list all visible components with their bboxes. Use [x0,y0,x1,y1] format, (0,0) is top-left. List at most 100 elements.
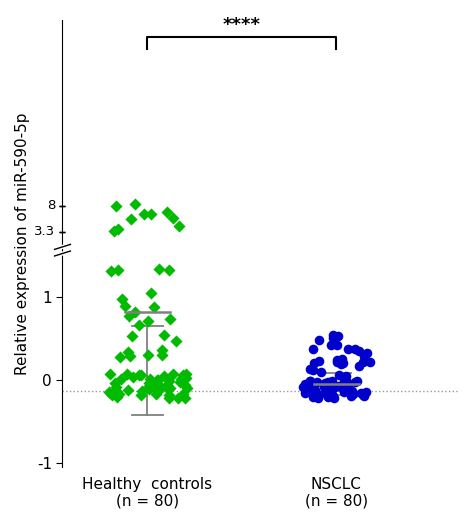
Point [176,377,183,386]
Point [114,266,122,274]
Point [174,394,182,402]
Point [112,383,119,391]
Point [135,370,143,379]
Point [343,378,351,386]
Point [323,383,331,391]
Point [147,210,155,219]
Point [325,380,332,388]
Point [300,383,307,391]
Point [117,375,125,384]
Point [112,202,119,210]
Point [338,355,346,363]
Point [309,345,317,354]
Point [145,382,153,390]
Point [337,359,345,368]
Point [182,374,190,382]
Point [175,221,183,230]
Point [355,347,363,355]
Point [311,389,319,397]
Point [314,377,321,386]
Point [146,375,154,384]
Point [301,380,309,388]
Point [351,377,358,386]
Point [310,366,317,374]
Point [334,332,342,340]
Point [158,346,166,354]
Point [166,314,174,323]
Point [328,341,335,349]
Point [160,372,167,380]
Point [179,390,187,398]
Point [333,356,341,365]
Point [166,394,173,402]
Point [310,358,318,367]
Point [167,384,174,392]
Point [111,226,118,235]
Point [360,389,368,398]
Point [308,364,316,373]
Point [310,379,318,388]
Point [334,341,341,350]
Point [344,344,352,353]
Point [331,394,338,402]
Point [163,384,171,392]
Point [137,370,145,379]
Point [328,377,336,386]
Point [153,390,160,399]
Text: 8: 8 [47,199,55,212]
Point [306,365,314,373]
Point [153,376,161,384]
Point [137,390,145,399]
Point [121,302,128,311]
Point [146,385,153,393]
Point [165,377,173,385]
Point [320,383,328,391]
Point [112,386,120,395]
Point [353,377,361,385]
Point [326,388,333,397]
Point [344,387,351,395]
Point [324,378,332,386]
Point [154,376,162,384]
Point [118,294,126,303]
Point [315,335,322,344]
Point [357,389,365,397]
Point [366,357,374,366]
Point [113,393,121,401]
Point [115,225,122,234]
Point [301,388,309,397]
Point [329,392,337,400]
Point [311,386,319,395]
Point [315,357,323,365]
Point [322,387,330,396]
Point [105,388,113,396]
Point [314,394,321,402]
Point [124,348,131,357]
Point [329,334,337,342]
Point [317,368,324,377]
Point [150,381,157,389]
Point [342,372,350,380]
Point [127,352,134,361]
Text: ****: **** [223,16,261,35]
Point [345,382,352,390]
Point [306,377,314,386]
Point [340,385,347,393]
Point [360,391,368,400]
Point [157,383,165,391]
Point [306,377,313,385]
Point [360,357,367,366]
Point [329,331,337,339]
Point [343,387,351,395]
Point [324,393,332,401]
Point [170,213,177,222]
Point [151,383,158,391]
Point [170,370,177,378]
Point [333,358,341,366]
Point [321,378,329,387]
Point [361,352,368,360]
Point [181,381,189,389]
Point [303,382,311,390]
Point [334,382,341,390]
Point [340,377,348,385]
